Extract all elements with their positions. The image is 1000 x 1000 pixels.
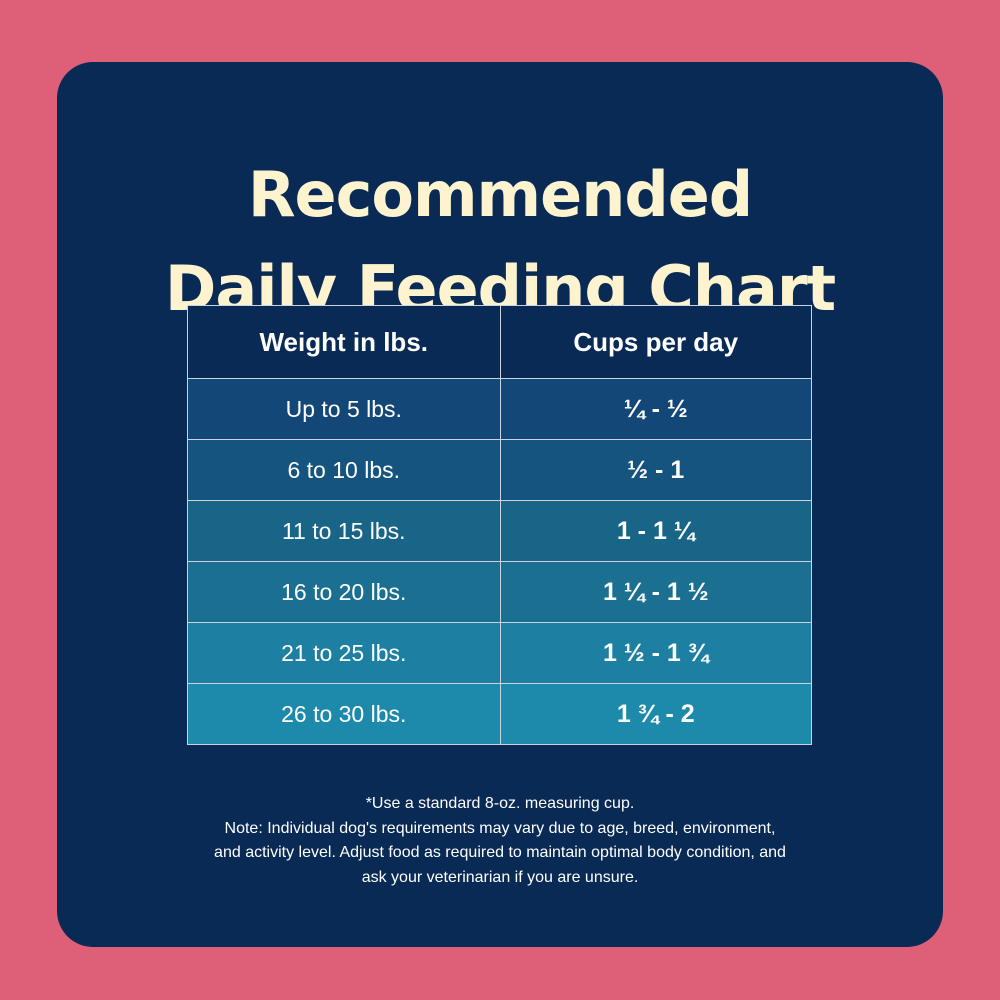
- weight-cell: 11 to 15 lbs.: [281, 517, 406, 544]
- table-row: Up to 5 lbs. ¼ - ½: [188, 378, 811, 439]
- cups-cell: ¼ - ½: [499, 379, 812, 439]
- weight-cell: 21 to 25 lbs.: [281, 639, 407, 666]
- footnote: *Use a standard 8-oz. measuring cup. Not…: [57, 792, 943, 890]
- footnote-line-3: and activity level. Adjust food as requi…: [214, 844, 786, 861]
- table-header-row: Weight in lbs. Cups per day: [188, 306, 811, 378]
- feeding-chart-card: Recommended Daily Feeding Chart Weight i…: [57, 62, 943, 947]
- weight-cell: 16 to 20 lbs.: [281, 578, 407, 605]
- table-row: 6 to 10 lbs. ½ - 1: [188, 439, 811, 500]
- footnote-line-2: Note: Individual dog's requirements may …: [224, 819, 776, 837]
- weight-cell: 6 to 10 lbs.: [287, 456, 401, 483]
- cups-cell: ½ - 1: [499, 440, 812, 500]
- feeding-table: Weight in lbs. Cups per day Up to 5 lbs.…: [187, 305, 812, 745]
- cups-cell: 1 ½ - 1 ¾: [499, 623, 812, 683]
- cups-cell: 1 ¼ - 1 ½: [499, 562, 812, 622]
- table-row: 21 to 25 lbs. 1 ½ - 1 ¾: [188, 622, 811, 683]
- table-row: 16 to 20 lbs. 1 ¼ - 1 ½: [188, 561, 811, 622]
- table-row: 26 to 30 lbs. 1 ¾ - 2: [188, 683, 811, 744]
- header-weight: Weight in lbs.: [259, 326, 429, 357]
- table-row: 11 to 15 lbs. 1 - 1 ¼: [188, 500, 811, 561]
- footnote-line-1: *Use a standard 8-oz. measuring cup.: [365, 795, 635, 812]
- footnote-line-4: ask your veterinarian if you are unsure.: [361, 868, 639, 886]
- header-cups: Cups per day: [499, 306, 812, 378]
- weight-cell: Up to 5 lbs.: [285, 395, 402, 422]
- title-line-1: Recommended: [247, 158, 753, 231]
- cups-cell: 1 ¾ - 2: [499, 684, 812, 744]
- weight-cell: 26 to 30 lbs.: [281, 700, 407, 727]
- cups-cell: 1 - 1 ¼: [499, 501, 812, 561]
